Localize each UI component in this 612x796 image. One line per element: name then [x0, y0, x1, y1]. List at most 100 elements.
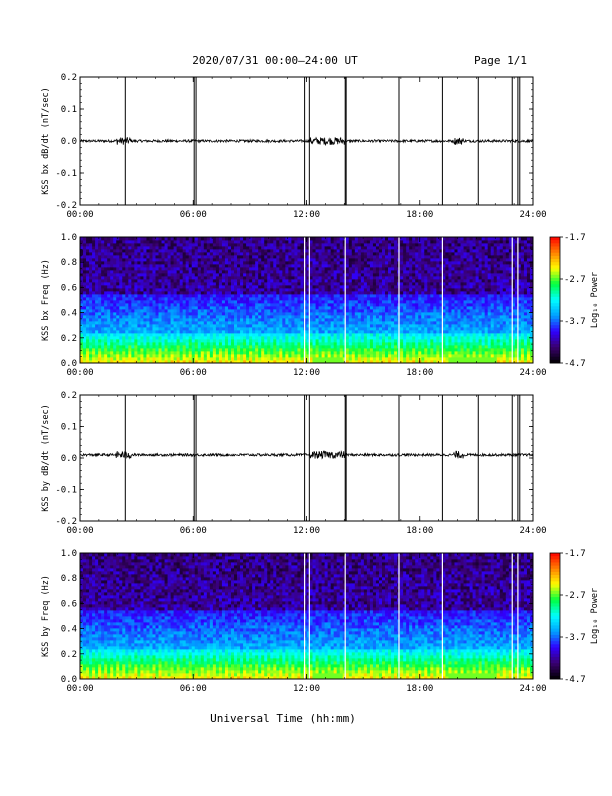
spectrogram-cell [213, 270, 216, 273]
spectrogram-cell [98, 285, 101, 288]
spectrogram-cell [294, 297, 297, 300]
spectrogram-cell [201, 330, 204, 333]
spectrogram-cell [131, 309, 134, 312]
spectrogram-cell [270, 351, 273, 354]
spectrogram-cell [361, 279, 364, 282]
spectrogram-cell [340, 336, 343, 339]
spectrogram-cell [294, 261, 297, 264]
spectrogram-cell [355, 255, 358, 258]
spectrogram-cell [240, 327, 243, 330]
spectrogram-cell [391, 240, 394, 243]
spectrogram-cell [240, 294, 243, 297]
spectrogram-cell [177, 261, 180, 264]
spectrogram-cell [273, 300, 276, 303]
spectrogram-cell [119, 345, 122, 348]
spectrogram-cell [424, 273, 427, 276]
spectrogram-cell [177, 336, 180, 339]
spectrogram-cell [249, 324, 252, 327]
spectrogram-cell [95, 318, 98, 321]
spectrogram-cell [152, 258, 155, 261]
spectrogram-cell [213, 276, 216, 279]
spectrogram-cell [116, 267, 119, 270]
spectrogram-cell [204, 306, 207, 309]
spectrogram-cell [361, 240, 364, 243]
spectrogram-cell [198, 243, 201, 246]
spectrogram-cell [125, 249, 128, 252]
spectrogram-cell [270, 249, 273, 252]
spectrogram-cell [370, 237, 373, 240]
spectrogram-cell [177, 297, 180, 300]
spectrogram-cell [189, 252, 192, 255]
spectrogram-cell [213, 291, 216, 294]
spectrogram-cell [367, 309, 370, 312]
spectrogram-cell [237, 276, 240, 279]
spectrogram-cell [331, 351, 334, 354]
spectrogram-cell [231, 273, 234, 276]
spectrogram-cell [110, 273, 113, 276]
spectrogram-cell [403, 333, 406, 336]
spectrogram-cell [128, 327, 131, 330]
spectrogram-cell [95, 330, 98, 333]
spectrogram-cell [300, 339, 303, 342]
spectrogram-cell [159, 267, 162, 270]
spectrogram-cell [412, 255, 415, 258]
spectrogram-cell [270, 303, 273, 306]
spectrogram-cell [134, 294, 137, 297]
spectrogram-cell [83, 309, 86, 312]
spectrogram-cell [282, 288, 285, 291]
spectrogram-cell [116, 270, 119, 273]
spectrogram-cell [149, 291, 152, 294]
spectrogram-cell [355, 351, 358, 354]
spectrogram-cell [364, 357, 367, 360]
spectrogram-cell [361, 330, 364, 333]
spectrogram-cell [406, 306, 409, 309]
spectrogram-cell [122, 267, 125, 270]
spectrogram-cell [128, 264, 131, 267]
spectrogram-cell [391, 243, 394, 246]
spectrogram-cell [297, 255, 300, 258]
spectrogram-cell [346, 315, 349, 318]
spectrogram-cell [186, 345, 189, 348]
spectrogram-cell [243, 291, 246, 294]
spectrogram-cell [294, 309, 297, 312]
spectrogram-cell [219, 354, 222, 357]
spectrogram-cell [183, 240, 186, 243]
spectrogram-cell [246, 321, 249, 324]
spectrogram-cell [186, 279, 189, 282]
spectrogram-cell [331, 357, 334, 360]
spectrogram-cell [168, 309, 171, 312]
spectrogram-cell [159, 261, 162, 264]
spectrogram-cell [412, 303, 415, 306]
spectrogram-cell [110, 351, 113, 354]
spectrogram-cell [331, 243, 334, 246]
spectrogram-cell [337, 300, 340, 303]
spectrogram-cell [177, 270, 180, 273]
spectrogram-cell [171, 354, 174, 357]
spectrogram-cell [337, 249, 340, 252]
spectrogram-cell [367, 354, 370, 357]
spectrogram-cell [201, 339, 204, 342]
spectrogram-cell [424, 240, 427, 243]
spectrogram-cell [98, 357, 101, 360]
spectrogram-cell [225, 306, 228, 309]
spectrogram-cell [189, 336, 192, 339]
spectrogram-cell [270, 327, 273, 330]
spectrogram-cell [376, 327, 379, 330]
spectrogram-cell [204, 330, 207, 333]
spectrogram-cell [370, 315, 373, 318]
spectrogram-cell [146, 282, 149, 285]
spectrogram-cell [234, 327, 237, 330]
spectrogram-cell [319, 348, 322, 351]
spectrogram-cell [137, 330, 140, 333]
spectrogram-cell [165, 354, 168, 357]
spectrogram-cell [146, 261, 149, 264]
spectrogram-cell [89, 237, 92, 240]
spectrogram-cell [174, 300, 177, 303]
spectrogram-cell [355, 285, 358, 288]
spectrogram-cell [134, 297, 137, 300]
spectrogram-cell [297, 252, 300, 255]
spectrogram-cell [270, 297, 273, 300]
spectrogram-cell [110, 312, 113, 315]
spectrogram-cell [316, 264, 319, 267]
spectrogram-cell [219, 303, 222, 306]
